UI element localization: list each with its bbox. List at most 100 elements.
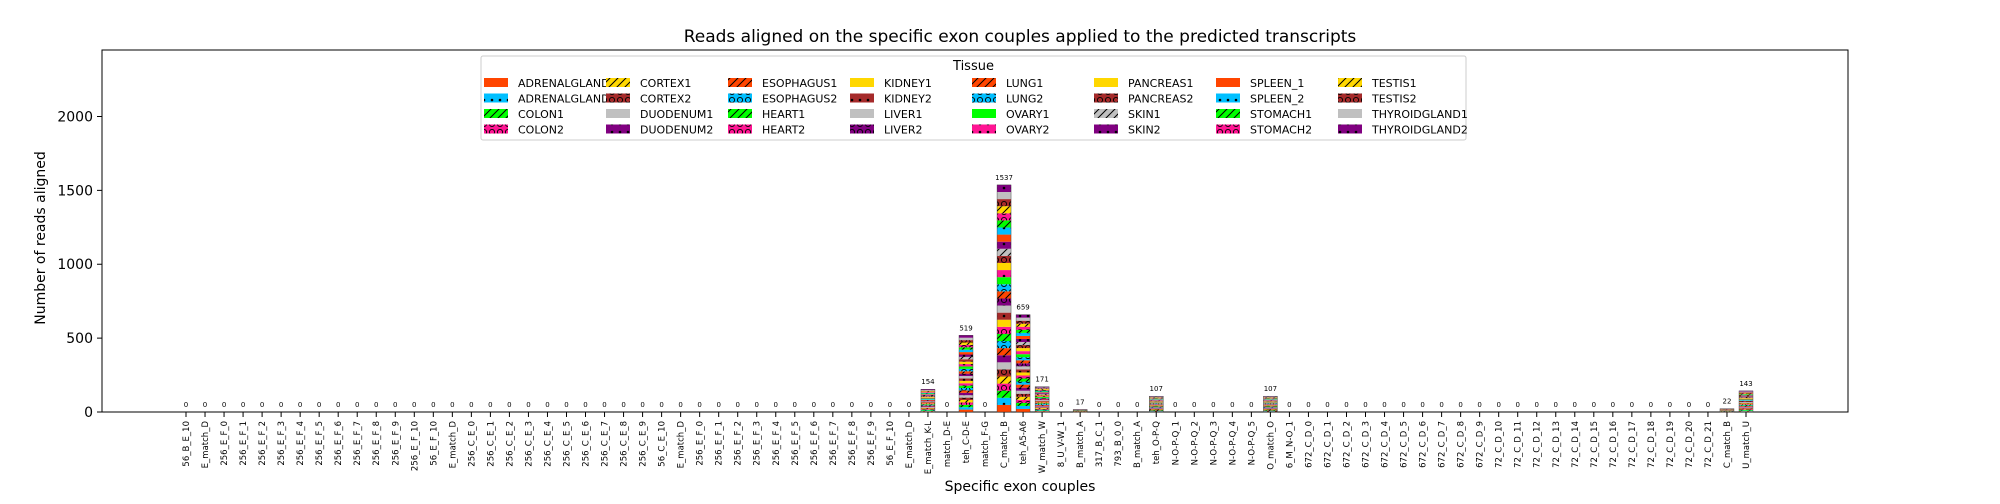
- x-tick-label: E_match_D: [677, 421, 687, 469]
- legend-label: ADRENALGLAND1: [518, 77, 617, 90]
- bar-stack: [1739, 391, 1753, 412]
- legend-label: DUODENUM1: [640, 108, 713, 121]
- legend-swatch: [728, 109, 752, 118]
- x-tick-label: 672_C_D_5: [1400, 421, 1410, 468]
- x-tick-label: 256_E_F_5: [791, 421, 801, 466]
- data-label: 0: [621, 401, 625, 409]
- data-label: 107: [1264, 385, 1277, 393]
- data-label: 0: [1116, 401, 1120, 409]
- bar-segment: [921, 398, 935, 399]
- bar-segment: [1016, 315, 1030, 318]
- bar-segment: [997, 334, 1011, 341]
- bar-segment: [921, 393, 935, 394]
- bar-segment: [959, 335, 973, 337]
- bar-segment: [921, 403, 935, 404]
- bar-segment: [1739, 396, 1753, 397]
- data-label: 519: [959, 324, 972, 332]
- data-label: 0: [793, 401, 797, 409]
- x-tick-label: 256_C_E_5: [562, 421, 572, 467]
- bar-segment: [1016, 345, 1030, 348]
- data-label: 22: [1723, 398, 1732, 406]
- bar-segment: [959, 359, 973, 361]
- bar-segment: [997, 391, 1011, 398]
- data-label: 0: [526, 401, 530, 409]
- bar-segment: [1016, 339, 1030, 342]
- x-tick-label: 72_C_D_15: [1590, 421, 1600, 468]
- legend-label: KIDNEY1: [884, 77, 932, 90]
- legend-swatch: [1094, 78, 1118, 87]
- x-tick-label: 256_E_F_6: [334, 421, 344, 466]
- bar-segment: [921, 394, 935, 395]
- x-tick-label: O_match_O: [1266, 421, 1276, 470]
- bar-segment: [1016, 336, 1030, 339]
- bar-segment: [1016, 382, 1030, 385]
- data-label: 0: [831, 401, 835, 409]
- bar-segment: [1035, 403, 1049, 404]
- bar-stack: [1035, 387, 1049, 412]
- x-tick-label: 72_C_D_13: [1552, 421, 1562, 468]
- bar-segment: [1035, 410, 1049, 411]
- bar-segment: [959, 410, 973, 412]
- x-tick-label: E_match_D: [448, 421, 458, 469]
- bar-segment: [921, 391, 935, 392]
- x-tick-label: 672_C_D_0: [1304, 421, 1314, 468]
- data-label: 0: [850, 401, 854, 409]
- bar-segment: [1016, 369, 1030, 372]
- x-axis-label: Specific exon couples: [945, 479, 1096, 495]
- data-label: 0: [983, 401, 987, 409]
- bar-segment: [921, 402, 935, 403]
- chart-title: Reads aligned on the specific exon coupl…: [684, 27, 1357, 47]
- bar-segment: [997, 291, 1011, 298]
- bar-segment: [959, 347, 973, 349]
- x-tick-label: 256_E_F_7: [353, 421, 363, 466]
- data-label: 0: [774, 401, 778, 409]
- data-label: 0: [1687, 401, 1691, 409]
- legend-label: SPLEEN_1: [1250, 77, 1304, 90]
- bar-segment: [959, 398, 973, 400]
- legend-label: SPLEEN_2: [1250, 93, 1304, 106]
- y-axis-label: Number of reads aligned: [33, 151, 49, 325]
- bar-segment: [921, 404, 935, 405]
- bar-segment: [1035, 400, 1049, 401]
- bar-segment: [1016, 327, 1030, 330]
- bar-segment: [997, 369, 1011, 376]
- legend-title: Tissue: [952, 59, 994, 74]
- bar-segment: [997, 220, 1011, 227]
- x-tick-label: 256_C_E_2: [505, 421, 515, 467]
- data-label: 0: [1420, 401, 1424, 409]
- legend-swatch: [606, 109, 630, 118]
- data-label: 0: [869, 401, 873, 409]
- data-label: 0: [1059, 401, 1063, 409]
- legend-label: OVARY2: [1006, 124, 1049, 137]
- bar-segment: [1739, 407, 1753, 408]
- bar-segment: [921, 397, 935, 398]
- y-tick-label: 2000: [57, 109, 93, 125]
- x-tick-label: 256_C_E_6: [582, 421, 592, 467]
- bar-segment: [959, 400, 973, 402]
- data-label: 0: [1363, 401, 1367, 409]
- x-tick-label: 256_E_F_3: [277, 421, 287, 466]
- data-label: 0: [1496, 401, 1500, 409]
- x-tick-label: 72_C_D_17: [1628, 421, 1638, 468]
- x-tick-label: 256_C_E_0: [467, 421, 477, 467]
- bar-segment: [1016, 330, 1030, 333]
- bar-segment: [959, 386, 973, 388]
- data-label: 0: [583, 401, 587, 409]
- bar-segment: [1739, 401, 1753, 402]
- bar-segment: [1035, 405, 1049, 406]
- data-label: 0: [298, 401, 302, 409]
- bar-segment: [1016, 394, 1030, 397]
- legend-swatch: [1338, 109, 1362, 118]
- bar-segment: [921, 400, 935, 401]
- legend-swatch: [850, 109, 874, 118]
- bar-stack: [1016, 315, 1030, 412]
- bar-segment: [997, 277, 1011, 284]
- bar-segment: [1739, 410, 1753, 411]
- bar-segment: [1016, 321, 1030, 324]
- bar-segment: [997, 327, 1011, 334]
- bar-segment: [997, 284, 1011, 291]
- data-label: 0: [564, 401, 568, 409]
- legend-swatch: [850, 125, 874, 134]
- bar-segment: [921, 401, 935, 402]
- bar-segment: [997, 362, 1011, 369]
